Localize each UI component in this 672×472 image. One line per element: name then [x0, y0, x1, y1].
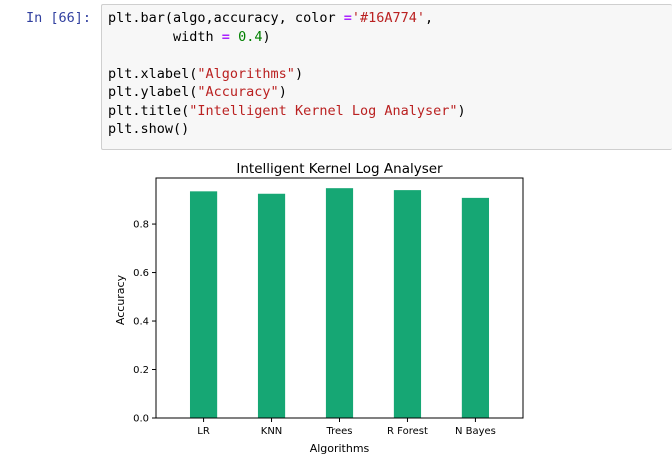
code-token — [230, 29, 238, 45]
code-line: plt.ylabel("Accuracy") — [108, 83, 466, 102]
code-token: width — [108, 28, 222, 45]
code-token: plt.title( — [108, 102, 190, 119]
code-token: "Intelligent Kernel Log Analyser" — [189, 102, 458, 119]
bar-n-bayes — [461, 197, 490, 418]
code-token: 0.4 — [238, 28, 263, 45]
y-axis-label: Accuracy — [114, 274, 127, 325]
x-tick-label: KNN — [261, 426, 283, 437]
bar-trees — [325, 188, 354, 418]
code-cell[interactable]: plt.bar(algo,accuracy, color ='#16A774',… — [101, 4, 672, 150]
code-token: plt.xlabel( — [108, 65, 198, 82]
code-line: plt.bar(algo,accuracy, color ='#16A774', — [108, 9, 466, 28]
code-line: width = 0.4) — [108, 28, 466, 47]
code-token: "Accuracy" — [197, 84, 279, 100]
cell-output: Intelligent Kernel Log Analyser 0.0 0.2 0.… — [101, 152, 672, 468]
code-line: plt.show() — [108, 120, 466, 139]
bar-knn — [257, 193, 286, 418]
code-token: ) — [294, 65, 304, 82]
code-editor[interactable]: plt.bar(algo,accuracy, color ='#16A774',… — [108, 9, 466, 139]
code-token: ) — [457, 102, 466, 119]
code-token: = — [221, 28, 230, 45]
x-axis-label: Algorithms — [310, 442, 370, 455]
y-tick-label: 0.8 — [133, 220, 149, 231]
x-tick-label: N Bayes — [455, 426, 496, 437]
x-tick-label: R Forest — [387, 426, 428, 437]
y-tick-label: 0.6 — [133, 268, 149, 279]
code-token: ) — [262, 28, 271, 45]
code-token: '#16A774' — [351, 10, 425, 26]
code-token: ) — [278, 84, 287, 100]
code-line: plt.title("Intelligent Kernel Log Analys… — [108, 102, 466, 121]
code-token: plt.show() — [108, 121, 190, 137]
bar-lr — [189, 191, 218, 418]
x-tick-label: LR — [197, 426, 210, 437]
y-tick-label: 0.2 — [133, 365, 149, 376]
y-tick-label: 0.0 — [133, 414, 149, 425]
code-line: plt.xlabel("Algorithms") — [108, 65, 466, 84]
code-token: "Algorithms" — [197, 65, 295, 82]
cell-prompt: In [66]: — [26, 10, 92, 26]
code-line — [108, 46, 466, 65]
bar-r-forest — [393, 190, 422, 418]
code-token: = — [343, 10, 352, 26]
code-token: plt.ylabel( — [108, 84, 198, 100]
bar-chart: Intelligent Kernel Log Analyser 0.0 0.2 0.… — [114, 161, 524, 455]
chart-title: Intelligent Kernel Log Analyser — [236, 161, 443, 177]
code-token: , — [425, 10, 434, 26]
code-token: plt.bar(algo,accuracy, color — [108, 10, 344, 26]
x-tick-label: Trees — [325, 426, 352, 437]
y-tick-label: 0.4 — [133, 317, 149, 328]
